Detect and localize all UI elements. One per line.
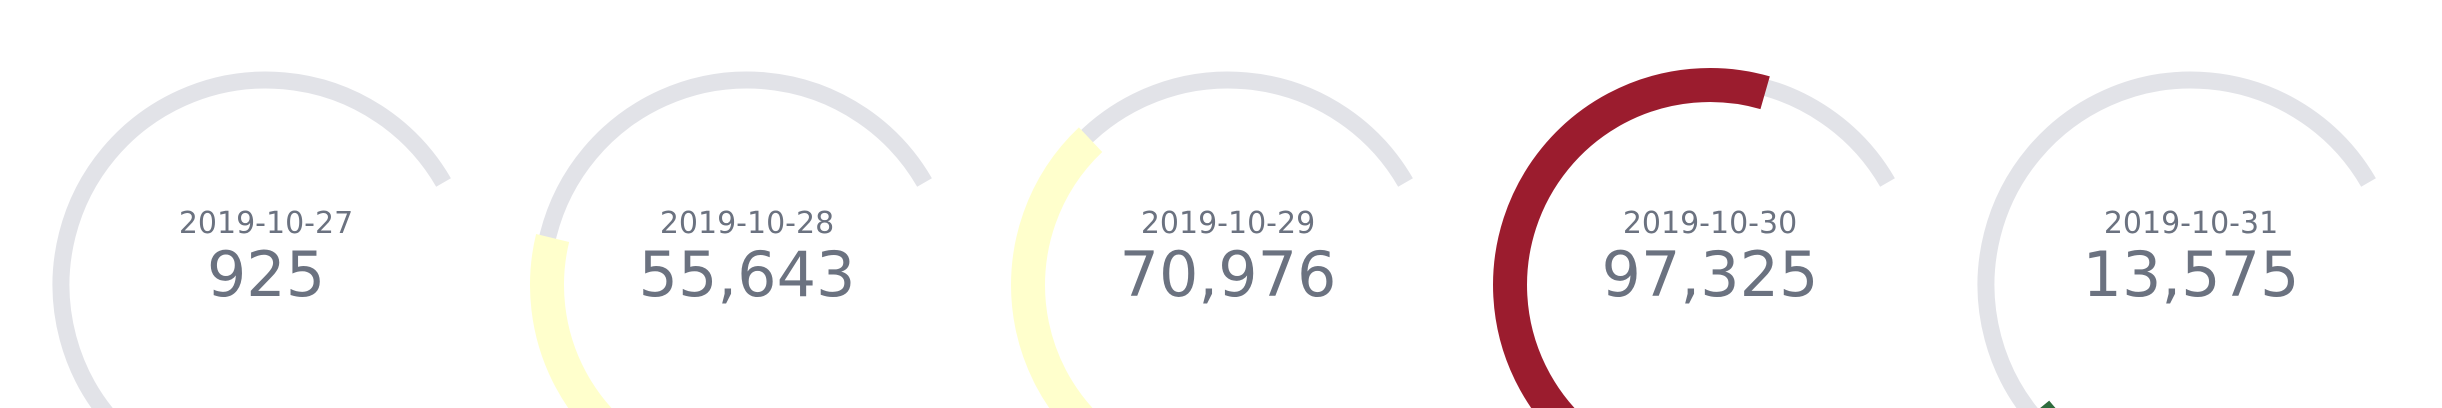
gauge-date-label: 2019-10-28 — [660, 206, 834, 241]
gauge-date-label: 2019-10-27 — [179, 206, 353, 241]
gauge-value-label: 925 — [207, 238, 325, 311]
gauge-value-label: 70,976 — [1120, 238, 1337, 311]
gauge-date-label: 2019-10-29 — [1141, 206, 1315, 241]
gauge-value-label: 13,575 — [2083, 238, 2300, 311]
gauge-value-label: 55,643 — [639, 238, 856, 311]
gauge-track — [52, 71, 451, 408]
gauge-fill — [530, 233, 612, 408]
gauge-date-label: 2019-10-30 — [1623, 206, 1797, 241]
gauge-fill — [1493, 68, 1770, 408]
gauge-track — [1977, 71, 2376, 408]
gauge-fill — [1011, 127, 1103, 408]
gauge-value-label: 97,325 — [1602, 238, 1819, 311]
gauge-date-label: 2019-10-31 — [2104, 206, 2278, 241]
